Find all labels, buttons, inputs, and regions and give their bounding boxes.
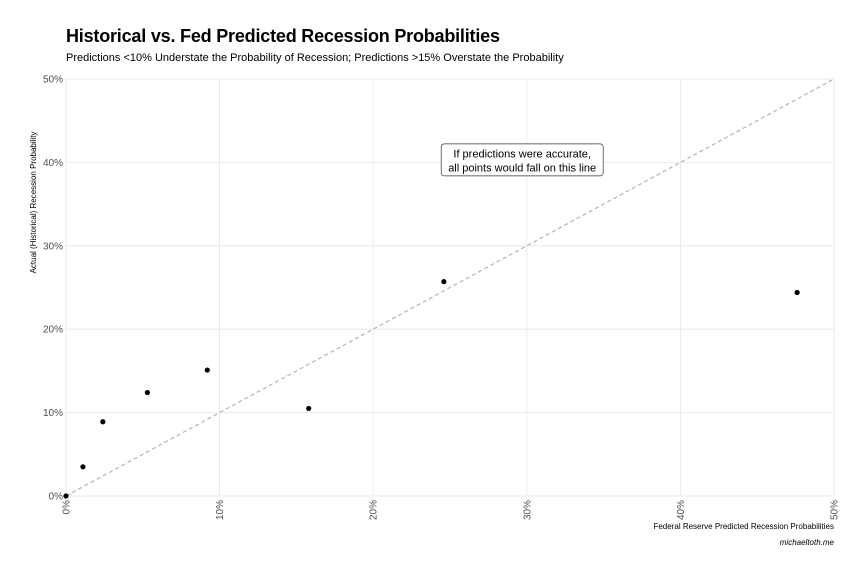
data-point-2 [100, 419, 106, 425]
y-tick-label-3: 30% [43, 241, 63, 252]
data-points [63, 279, 800, 499]
chart-subtitle: Predictions <10% Understate the Probabil… [66, 52, 564, 64]
y-tick-label-5: 50% [43, 75, 63, 86]
source-caption: michaeltoth.me [779, 538, 834, 547]
data-point-3 [144, 389, 151, 396]
x-tick-label-2: 20% [369, 500, 380, 520]
x-axis-title: Federal Reserve Predicted Recession Prob… [653, 522, 834, 531]
x-tick-label-0: 0% [62, 500, 73, 515]
x-tick-label-3: 30% [522, 500, 533, 520]
chart-title: Historical vs. Fed Predicted Recession P… [66, 26, 500, 46]
data-point-0 [63, 493, 69, 499]
y-axis-title: Actual (Historical) Recession Probabilit… [29, 132, 38, 274]
annotation-box [440, 143, 604, 177]
y-tick-label-4: 40% [43, 158, 63, 169]
x-tick-label-4: 40% [676, 500, 687, 520]
x-axis-ticks: 0% 10% 20% 30% 40% 50% [62, 500, 841, 520]
y-tick-label-2: 20% [43, 325, 63, 336]
reference-line [65, 78, 835, 497]
data-point-5 [306, 405, 312, 412]
y-axis-ticks: 0% 10% 20% 30% 40% 50% [43, 75, 63, 503]
annotation: If predictions were accurate, all points … [440, 143, 604, 177]
data-point-6 [441, 279, 447, 285]
data-point-1 [80, 464, 86, 470]
annotation-text-line-0: If predictions were accurate, [453, 149, 591, 161]
y-tick-label-1: 10% [43, 408, 63, 419]
x-tick-label-1: 10% [215, 500, 226, 520]
annotation-text-line-1: all points would fall on this line [448, 163, 596, 175]
x-tick-label-5: 50% [830, 500, 841, 520]
data-point-4 [204, 367, 210, 373]
y-tick-label-0: 0% [49, 492, 64, 503]
reference-line-group [65, 78, 835, 497]
data-point-7 [794, 289, 800, 296]
